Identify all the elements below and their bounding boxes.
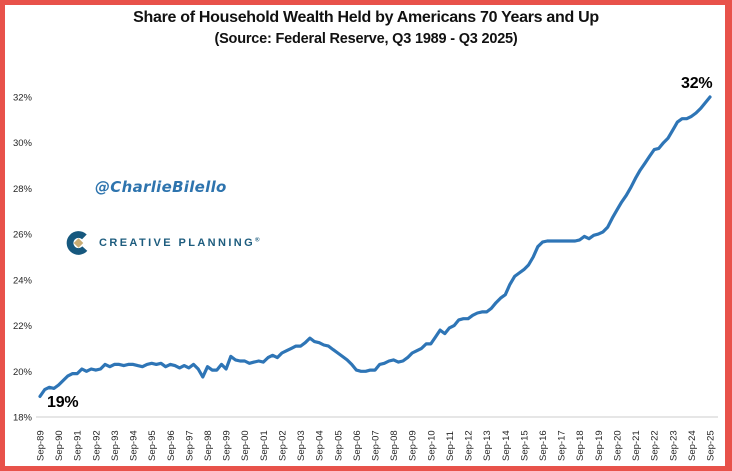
y-tick-label: 24% <box>13 275 33 286</box>
x-tick-label: Sep-89 <box>36 430 47 461</box>
x-tick-label: Sep-05 <box>333 430 344 461</box>
y-tick-label: 20% <box>13 367 33 378</box>
x-tick-label: Sep-13 <box>482 430 493 461</box>
y-tick-label: 18% <box>13 413 33 424</box>
x-tick-label: Sep-08 <box>389 430 400 461</box>
x-tick-label: Sep-07 <box>371 430 382 461</box>
x-tick-label: Sep-97 <box>184 430 195 461</box>
y-tick-label: 32% <box>13 93 33 104</box>
x-tick-label: Sep-24 <box>687 430 698 461</box>
x-tick-label: Sep-00 <box>240 430 251 461</box>
x-tick-label: Sep-01 <box>259 430 270 461</box>
start-value-label: 19% <box>47 394 79 411</box>
x-tick-label: Sep-15 <box>519 430 530 461</box>
x-tick-label: Sep-23 <box>668 430 679 461</box>
x-tick-label: Sep-91 <box>73 430 84 461</box>
x-tick-label: Sep-11 <box>445 431 456 461</box>
x-tick-label: Sep-90 <box>54 430 65 461</box>
registered-trademark: ® <box>255 237 260 244</box>
x-tick-label: Sep-25 <box>706 430 717 461</box>
chart-title: Share of Household Wealth Held by Americ… <box>133 9 599 26</box>
x-tick-label: Sep-19 <box>594 430 605 461</box>
x-tick-label: Sep-04 <box>315 430 326 461</box>
x-tick-label: Sep-22 <box>650 430 661 461</box>
x-tick-label: Sep-21 <box>631 430 642 461</box>
x-tick-label: Sep-99 <box>222 430 233 461</box>
x-tick-label: Sep-92 <box>91 430 102 461</box>
x-tick-label: Sep-95 <box>147 430 158 461</box>
x-tick-label: Sep-10 <box>426 430 437 461</box>
x-tick-label: Sep-03 <box>296 430 307 461</box>
brand-logo: CREATIVE PLANNING® <box>66 229 260 257</box>
y-tick-label: 22% <box>13 321 33 332</box>
wealth-share-line <box>38 95 712 398</box>
y-tick-label: 30% <box>13 138 33 149</box>
brand-name: CREATIVE PLANNING® <box>99 237 260 249</box>
x-tick-label: Sep-09 <box>408 430 419 461</box>
x-tick-label: Sep-20 <box>612 430 623 461</box>
x-tick-label: Sep-14 <box>501 430 512 461</box>
x-tick-label: Sep-06 <box>352 430 363 461</box>
x-tick-label: Sep-02 <box>277 430 288 461</box>
y-tick-label: 28% <box>13 184 33 195</box>
x-tick-label: Sep-18 <box>575 430 586 461</box>
x-tick-label: Sep-98 <box>203 430 214 461</box>
x-tick-label: Sep-93 <box>110 430 121 461</box>
x-tick-label: Sep-16 <box>538 430 549 461</box>
watermark-handle: @CharlieBilello <box>95 178 227 196</box>
x-tick-label: Sep-96 <box>166 430 177 461</box>
creative-planning-c-icon <box>66 231 91 255</box>
chart-subtitle: (Source: Federal Reserve, Q3 1989 - Q3 2… <box>214 31 518 47</box>
y-tick-label: 26% <box>13 230 33 241</box>
end-value-label: 32% <box>681 75 713 92</box>
x-tick-label: Sep-17 <box>557 430 568 461</box>
x-tick-label: Sep-94 <box>129 430 140 461</box>
x-tick-label: Sep-12 <box>464 430 475 461</box>
